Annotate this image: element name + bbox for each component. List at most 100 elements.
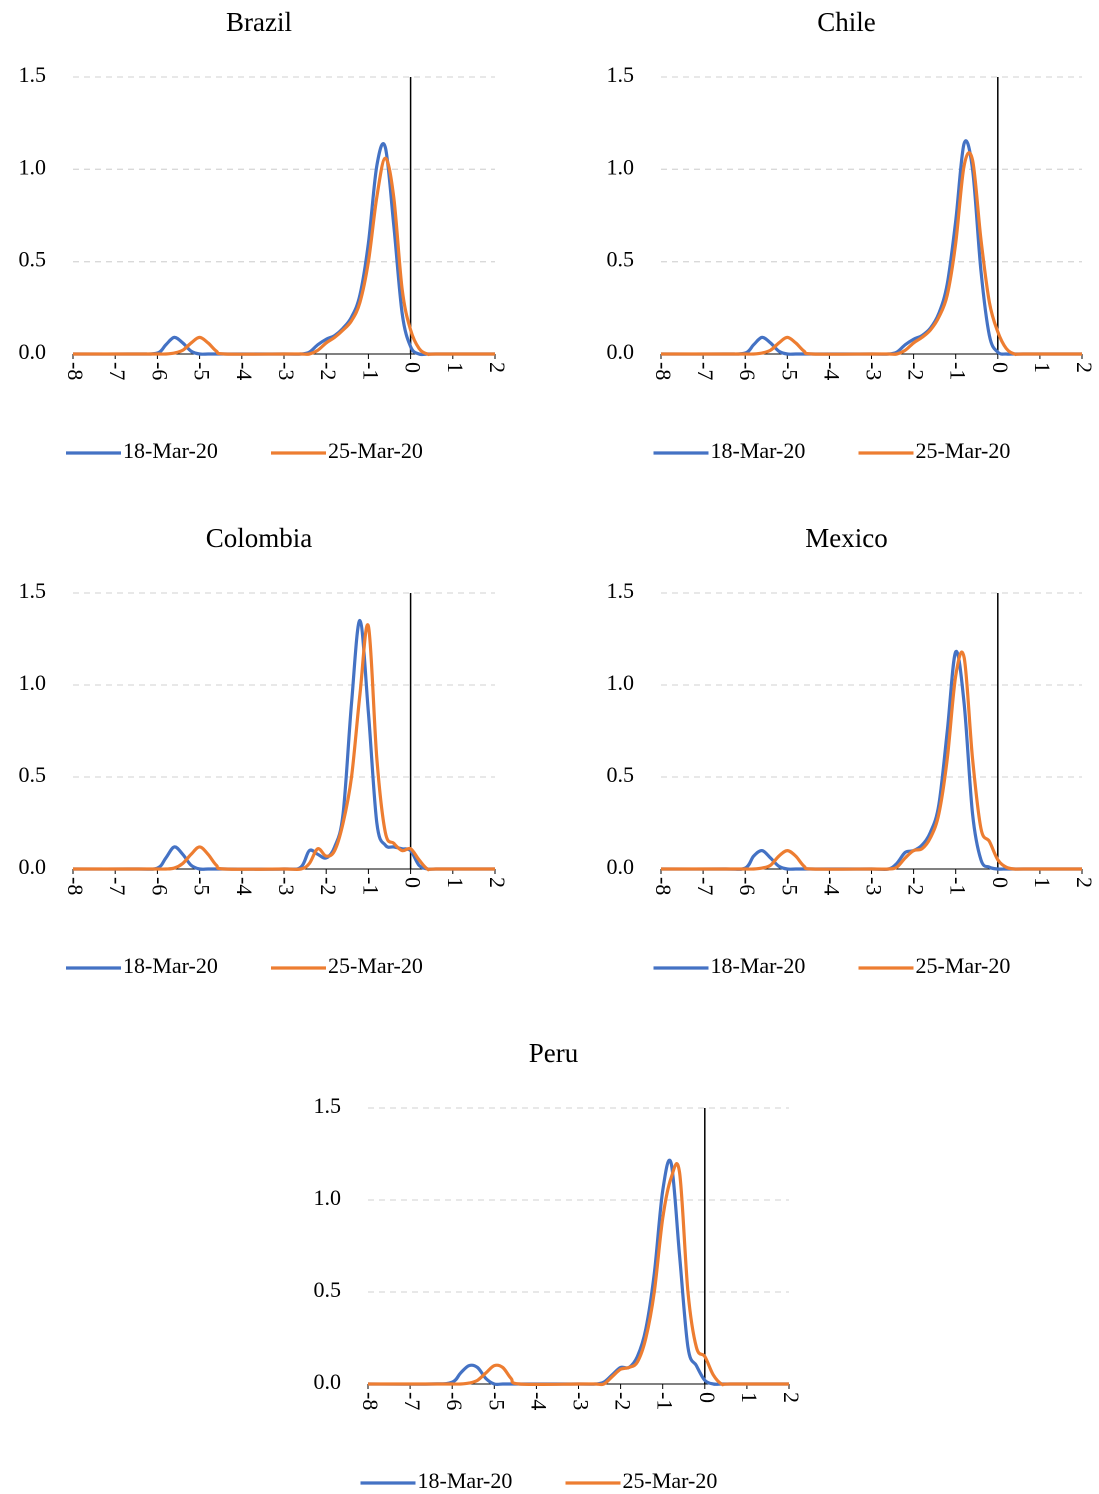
x-tick-label: -1	[653, 1392, 678, 1410]
x-tick-label: -5	[190, 877, 215, 895]
chart-title: Chile	[817, 7, 876, 37]
y-tick-label: 0.5	[607, 247, 635, 272]
x-tick-label: -6	[147, 362, 172, 380]
x-tick-label: 0	[695, 1392, 720, 1403]
x-tick-label: -6	[735, 877, 760, 895]
x-tick-label: 1	[1030, 877, 1055, 888]
x-tick-label: -6	[442, 1392, 467, 1410]
x-tick-label: -3	[274, 877, 299, 895]
chart-panel: Peru 0.0 0.5 1.0 1.5 -8 -7 -6 -5 -4 -3 -2 -1 0 1 2 18-Ma…	[314, 1038, 804, 1493]
y-tick-label: 1.5	[607, 578, 635, 603]
chart-title: Colombia	[206, 523, 313, 553]
x-tick-label: -8	[63, 362, 88, 380]
x-tick-label: -3	[568, 1392, 593, 1410]
x-tick-label: 0	[988, 362, 1013, 373]
x-tick-label: -6	[735, 362, 760, 380]
y-tick-label: 0.0	[314, 1369, 342, 1394]
series-line	[72, 618, 495, 871]
series-line	[660, 139, 1082, 356]
y-tick-label: 1.0	[607, 154, 635, 179]
x-tick-label: -5	[777, 362, 802, 380]
x-tick-label: -2	[316, 877, 341, 895]
legend-label: 25-Mar-20	[328, 438, 423, 463]
x-tick-label: -5	[484, 1392, 509, 1410]
y-tick-label: 1.5	[607, 62, 635, 87]
x-tick-label: -8	[63, 877, 88, 895]
series-line	[660, 650, 1082, 872]
x-tick-label: -5	[777, 877, 802, 895]
x-tick-label: -3	[274, 362, 299, 380]
x-tick-label: -6	[147, 877, 172, 895]
series-line	[368, 1162, 789, 1387]
legend-label: 25-Mar-20	[916, 953, 1011, 978]
legend-label: 18-Mar-20	[123, 953, 218, 978]
chart-panel: Colombia 0.0 0.5 1.0 1.5 -8 -7 -6 -5 -4 -3 -2 -1 0 1 2 1…	[19, 523, 510, 978]
x-tick-label: -3	[861, 877, 886, 895]
x-tick-label: 2	[1072, 362, 1097, 373]
y-tick-label: 1.5	[314, 1093, 342, 1118]
series-line	[72, 142, 495, 357]
legend-label: 25-Mar-20	[916, 438, 1011, 463]
x-tick-label: -4	[232, 877, 257, 895]
y-tick-label: 1.0	[314, 1185, 342, 1210]
x-tick-label: 0	[401, 362, 426, 373]
legend-label: 18-Mar-20	[123, 438, 218, 463]
x-tick-label: -5	[190, 362, 215, 380]
legend-label: 25-Mar-20	[328, 953, 423, 978]
x-tick-label: -4	[819, 877, 844, 895]
chart-panel: Chile 0.0 0.5 1.0 1.5 -8 -7 -6 -5 -4 -3 -2 -1 0 1 2 18-M…	[607, 7, 1097, 463]
x-tick-label: 2	[1072, 877, 1097, 888]
chart-panel: Mexico 0.0 0.5 1.0 1.5 -8 -7 -6 -5 -4 -3 -2 -1 0 1 2 18-…	[607, 523, 1097, 978]
x-tick-label: -1	[946, 877, 971, 895]
x-tick-label: -4	[526, 1392, 551, 1410]
chart-panel: Brazil 0.0 0.5 1.0 1.5 -8 -7 -6 -5 -4 -3 -2 -1 0 1 2 18-…	[19, 7, 510, 463]
legend-label: 18-Mar-20	[711, 438, 806, 463]
x-tick-label: -1	[358, 877, 383, 895]
x-tick-label: -7	[105, 877, 130, 895]
y-tick-label: 0.5	[19, 762, 47, 787]
chart-title: Mexico	[805, 523, 887, 553]
x-tick-label: -7	[693, 362, 718, 380]
x-tick-label: -7	[693, 877, 718, 895]
x-tick-label: -7	[400, 1392, 425, 1410]
x-tick-label: -3	[861, 362, 886, 380]
x-tick-label: -1	[358, 362, 383, 380]
x-tick-label: -8	[651, 877, 676, 895]
legend-label: 25-Mar-20	[623, 1468, 718, 1493]
series-line	[367, 1158, 789, 1387]
legend-label: 18-Mar-20	[711, 953, 806, 978]
y-tick-label: 1.0	[607, 670, 635, 695]
y-tick-label: 1.0	[19, 670, 47, 695]
x-tick-label: 2	[485, 362, 510, 373]
x-tick-label: -2	[611, 1392, 636, 1410]
x-tick-label: -7	[105, 362, 130, 380]
x-tick-label: -8	[358, 1392, 383, 1410]
y-tick-label: 0.0	[19, 339, 47, 364]
x-tick-label: 1	[443, 877, 468, 888]
x-tick-label: 1	[1030, 362, 1055, 373]
y-tick-label: 1.0	[19, 154, 47, 179]
series-line	[660, 151, 1082, 357]
y-tick-label: 0.0	[19, 854, 47, 879]
y-tick-label: 1.5	[19, 62, 47, 87]
y-tick-label: 0.5	[314, 1277, 342, 1302]
y-tick-label: 0.5	[607, 762, 635, 787]
x-tick-label: 1	[443, 362, 468, 373]
x-tick-label: 1	[737, 1392, 762, 1403]
series-line	[73, 623, 495, 872]
x-tick-label: -4	[232, 362, 257, 380]
x-tick-label: -2	[904, 877, 929, 895]
chart-title: Peru	[529, 1038, 579, 1068]
x-tick-label: -8	[651, 362, 676, 380]
y-tick-label: 0.0	[607, 339, 635, 364]
series-line	[661, 650, 1082, 871]
x-tick-label: 2	[485, 877, 510, 888]
x-tick-label: 0	[988, 877, 1013, 888]
x-tick-label: -2	[316, 362, 341, 380]
x-tick-label: 0	[401, 877, 426, 888]
x-tick-label: -4	[819, 362, 844, 380]
y-tick-label: 0.0	[607, 854, 635, 879]
y-tick-label: 0.5	[19, 247, 47, 272]
legend-label: 18-Mar-20	[418, 1468, 513, 1493]
